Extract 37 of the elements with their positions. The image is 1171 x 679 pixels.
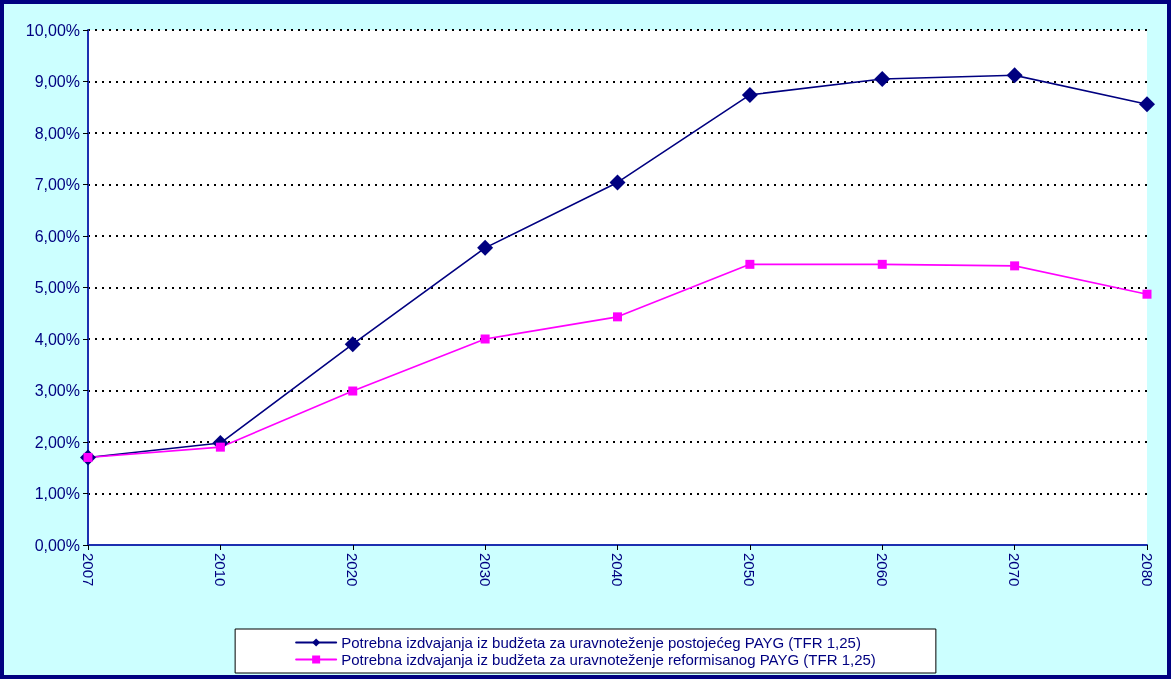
y-tick-label: 10,00% (25, 21, 80, 39)
y-tick-label: 1,00% (34, 485, 80, 502)
x-tick-label: 2080 (1138, 553, 1156, 587)
point (1010, 261, 1020, 271)
point (1006, 67, 1023, 84)
point (877, 259, 887, 269)
point (1142, 289, 1152, 299)
point (215, 442, 225, 452)
point (745, 259, 755, 269)
x-tick-label: 2050 (741, 553, 759, 587)
y-tick-label: 8,00% (34, 124, 80, 142)
y-tick-label: 4,00% (34, 330, 80, 348)
x-tick-label: 2040 (609, 553, 626, 587)
point (1139, 96, 1155, 113)
point (477, 239, 494, 256)
point (609, 174, 626, 191)
y-tick-label: 9,00% (34, 73, 80, 90)
point (348, 386, 358, 396)
y-tick-label: 5,00% (34, 279, 80, 296)
point (741, 86, 758, 103)
x-tick-label: 2010 (211, 553, 229, 587)
y-tick-label: 0,00% (34, 536, 80, 554)
legend-label: Potrebna izdvajanja iz budžeta za uravnoteženje postojećeg PAYG (TFR 1,25) (341, 634, 861, 651)
point (874, 70, 891, 87)
x-tick-label: 2007 (79, 553, 97, 587)
point (480, 334, 490, 344)
point (344, 336, 361, 353)
legend-label: Potrebna izdvajanja iz budžeta za uravnoteženje reformisanog PAYG (TFR 1,25) (341, 651, 876, 668)
x-tick-label: 2070 (1006, 553, 1024, 587)
point (613, 312, 622, 322)
x-tick-label: 2060 (873, 553, 891, 587)
y-tick-label: 2,00% (34, 433, 80, 451)
y-tick-label: 3,00% (34, 382, 80, 399)
y-tick-label: 6,00% (34, 227, 80, 245)
x-tick-label: 2030 (476, 553, 494, 587)
x-tick-label: 2020 (344, 553, 362, 587)
y-tick-label: 7,00% (34, 176, 80, 193)
